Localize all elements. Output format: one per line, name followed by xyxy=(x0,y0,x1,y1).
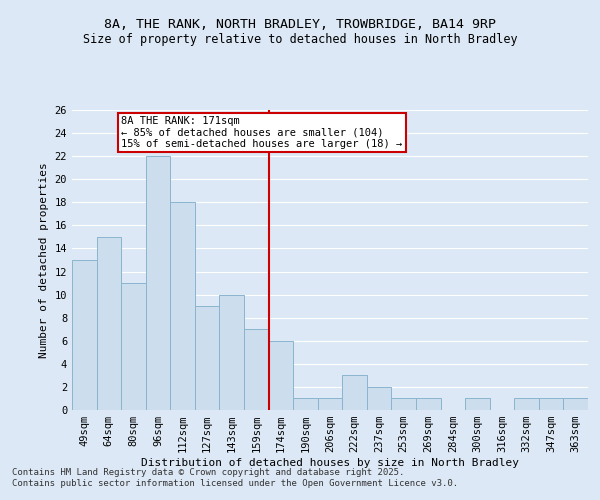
Bar xyxy=(195,306,220,410)
Bar xyxy=(244,329,269,410)
Bar xyxy=(563,398,588,410)
Bar xyxy=(220,294,244,410)
Bar xyxy=(121,283,146,410)
Bar xyxy=(170,202,195,410)
X-axis label: Distribution of detached houses by size in North Bradley: Distribution of detached houses by size … xyxy=(141,458,519,468)
Bar xyxy=(465,398,490,410)
Bar xyxy=(514,398,539,410)
Bar xyxy=(269,341,293,410)
Bar xyxy=(539,398,563,410)
Y-axis label: Number of detached properties: Number of detached properties xyxy=(39,162,49,358)
Bar xyxy=(97,237,121,410)
Text: 8A, THE RANK, NORTH BRADLEY, TROWBRIDGE, BA14 9RP: 8A, THE RANK, NORTH BRADLEY, TROWBRIDGE,… xyxy=(104,18,496,30)
Bar xyxy=(146,156,170,410)
Bar xyxy=(416,398,440,410)
Text: Size of property relative to detached houses in North Bradley: Size of property relative to detached ho… xyxy=(83,32,517,46)
Bar xyxy=(72,260,97,410)
Text: Contains HM Land Registry data © Crown copyright and database right 2025.
Contai: Contains HM Land Registry data © Crown c… xyxy=(12,468,458,487)
Bar xyxy=(391,398,416,410)
Bar xyxy=(318,398,342,410)
Text: 8A THE RANK: 171sqm
← 85% of detached houses are smaller (104)
15% of semi-detac: 8A THE RANK: 171sqm ← 85% of detached ho… xyxy=(121,116,403,149)
Bar xyxy=(293,398,318,410)
Bar xyxy=(342,376,367,410)
Bar xyxy=(367,387,391,410)
